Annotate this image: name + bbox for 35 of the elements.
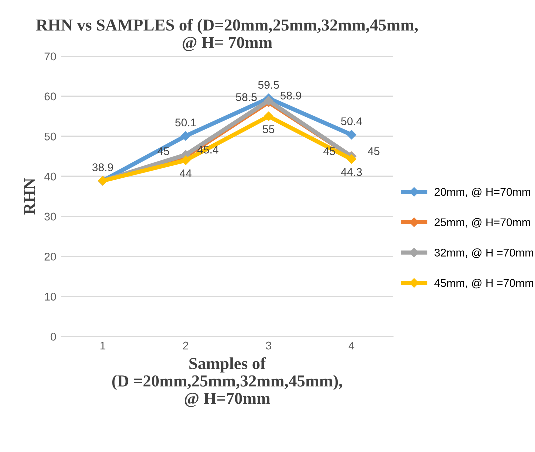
legend-label: 45mm, @ H =70mm: [434, 279, 534, 289]
point: [264, 112, 274, 122]
chart-title: RHN vs SAMPLES of (D=20mm,25mm,32mm,45mm, @ H= 70mm: [36, 19, 418, 52]
point: [181, 132, 191, 141]
data-label: 55: [263, 126, 275, 134]
y-axis-title: RHN: [24, 178, 36, 215]
legend-label: 25mm, @ H=70mm: [434, 218, 530, 228]
data-label: 45: [324, 148, 336, 156]
data-label: 45: [368, 148, 380, 156]
point: [181, 156, 191, 166]
y-tick-label: 40: [44, 172, 56, 181]
data-label: 38.9: [92, 164, 114, 172]
data-label: 59.5: [258, 81, 280, 90]
data-label: 44.3: [341, 168, 362, 176]
data-label: 58.5: [236, 93, 257, 102]
y-tick-label: 0: [50, 333, 56, 341]
y-tick-label: 70: [44, 52, 56, 61]
x-axis-title: Samples of (D =20mm,25mm,32mm,45mm), @ H=70mm: [112, 358, 342, 408]
x-tick-label: 3: [266, 342, 272, 350]
point: [347, 154, 356, 164]
legend-label: 20mm, @ H=70mm: [434, 188, 530, 198]
data-label: 44: [180, 170, 192, 178]
data-label: 50.1: [176, 118, 196, 127]
y-tick-label: 10: [45, 292, 56, 301]
y-tick-label: 60: [44, 92, 56, 101]
y-tick-label: 50: [44, 132, 56, 141]
data-label: 58.9: [280, 92, 302, 100]
y-tick-label: 30: [44, 212, 56, 221]
y-tick-label: 20: [44, 252, 56, 261]
x-tick-label: 4: [348, 342, 355, 350]
x-tick-label: 1: [100, 342, 106, 350]
data-label: 50.4: [341, 118, 362, 126]
legend-label: 32mm, @ H =70mm: [434, 248, 534, 258]
point: [347, 130, 356, 140]
x-tick-label: 2: [183, 342, 188, 350]
